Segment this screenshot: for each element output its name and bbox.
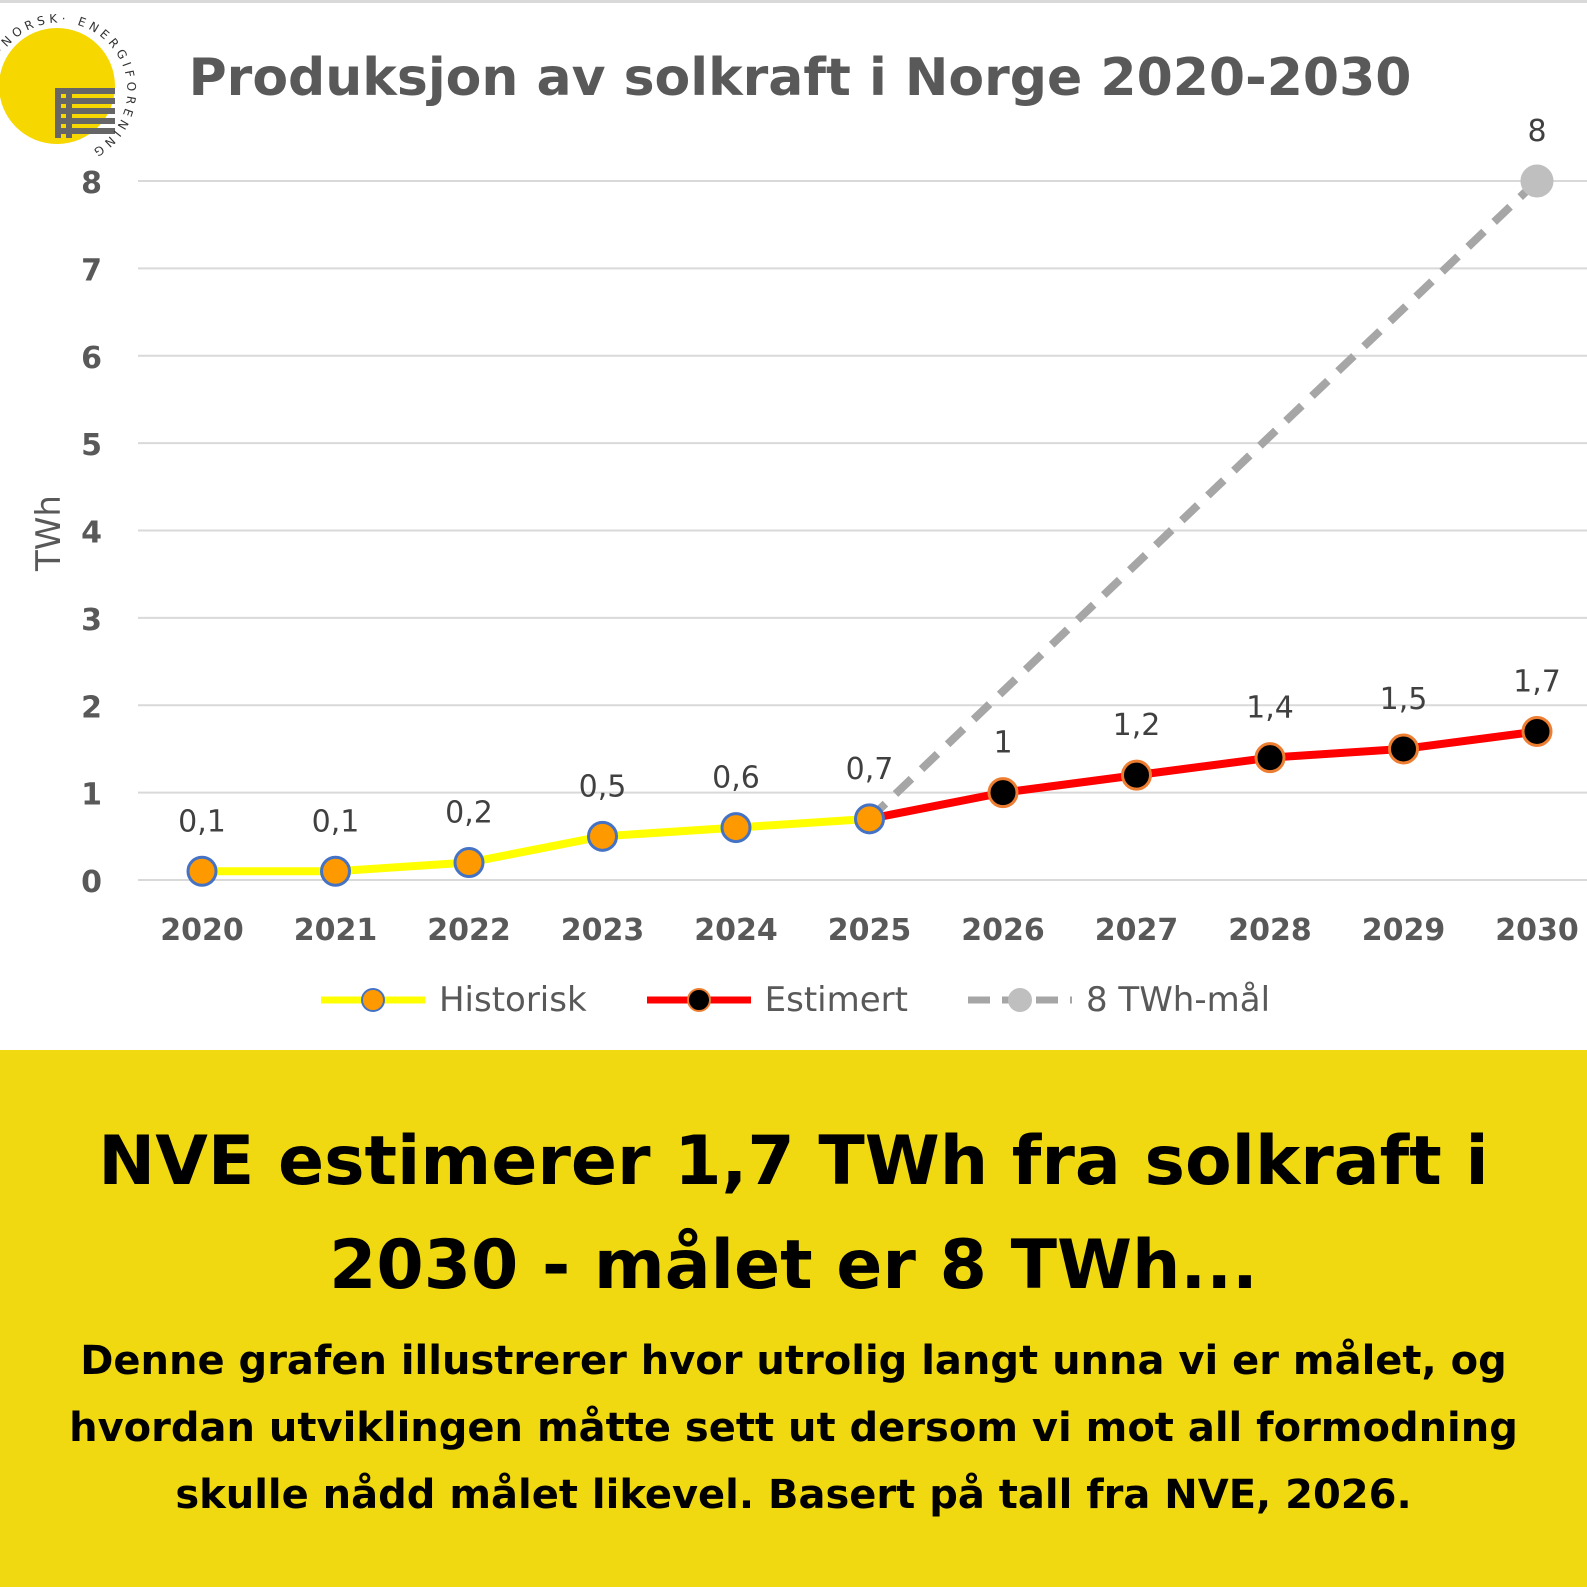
data-label: 8 [1527, 114, 1546, 149]
y-tick-label: 5 [81, 428, 102, 463]
y-tick-label: 8 [81, 166, 102, 201]
x-tick-label: 2021 [294, 913, 378, 948]
y-tick-label: 2 [81, 690, 102, 725]
data-point [587, 820, 618, 852]
y-tick-label: 4 [81, 516, 102, 551]
data-point [1121, 759, 1152, 791]
legend-swatch [646, 988, 751, 1012]
top-rule [0, 0, 1587, 3]
legend-item: Historisk [317, 980, 587, 1020]
y-tick-label: 1 [81, 778, 102, 813]
x-tick-label: 2027 [1095, 913, 1179, 948]
data-point [453, 847, 485, 879]
legend-marker [360, 988, 385, 1012]
info-banner: NVE estimerer 1,7 TWh fra solkraft i 203… [0, 1050, 1587, 1587]
gridlines [138, 180, 1587, 881]
series-lines [198, 178, 1541, 876]
y-tick-label: 7 [81, 253, 102, 288]
data-point [1520, 164, 1554, 198]
norsk-energiforening-logo: ·NORSK· ENERGIFORENING [0, 14, 135, 161]
legend-marker [686, 988, 711, 1012]
x-tick-label: 2022 [427, 913, 511, 948]
data-label: 0,1 [312, 804, 360, 839]
data-point [1521, 715, 1553, 747]
data-label: 0,1 [178, 804, 226, 839]
data-label: 0,7 [846, 752, 894, 787]
y-axis-label: TWh [29, 495, 69, 572]
data-point [1388, 733, 1419, 765]
data-point [320, 855, 351, 887]
y-tick-label: 3 [81, 603, 102, 638]
legend: Historisk Estimert 8 TWh-mål [0, 975, 1587, 1025]
series-line-0 [198, 814, 874, 876]
x-tick-label: 2028 [1228, 913, 1312, 948]
x-tick-label: 2025 [828, 913, 912, 948]
data-label: 1,2 [1113, 708, 1161, 743]
data-labels: 8 0,1 0,1 0,2 0,5 0,6 0,7 1 1,2 1,4 1,5 1,7 [178, 114, 1561, 839]
data-point [854, 803, 885, 835]
x-tick-label: 2024 [694, 913, 778, 948]
legend-swatch [320, 988, 425, 1012]
logo-sun-circle [0, 28, 115, 144]
y-tick-label: 6 [81, 341, 102, 376]
data-label: 1,7 [1513, 664, 1561, 699]
x-tick-label: 2020 [160, 913, 244, 948]
banner-body: Denne grafen illustrerer hvor utrolig la… [69, 1338, 1518, 1518]
series-markers [186, 164, 1554, 887]
data-label: 0,5 [579, 769, 627, 804]
data-label: 1 [993, 726, 1012, 761]
y-tick-labels: 0 1 2 3 4 5 6 7 8 [81, 166, 102, 900]
series-line-1 [865, 727, 1541, 823]
legend-swatch [967, 988, 1072, 1012]
data-point [186, 855, 218, 887]
legend-label: Estimert [764, 980, 908, 1020]
solar-production-chart: Produksjon av solkraft i Norge 2020-2030… [29, 48, 1587, 948]
logo-stripes [55, 88, 115, 138]
x-tick-labels: 2020 2021 2022 2023 2024 2025 2026 2027 2028 2029… [160, 913, 1579, 948]
data-point [1254, 742, 1286, 774]
series-line-2 [866, 178, 1540, 822]
data-point [720, 812, 752, 844]
banner-headline: NVE estimerer 1,7 TWh fra solkraft i 203… [98, 1122, 1489, 1305]
legend-label: 8 TWh-mål [1085, 980, 1271, 1020]
y-tick-label: 0 [81, 865, 102, 900]
legend-item: Estimert [643, 980, 908, 1020]
x-tick-label: 2023 [561, 913, 645, 948]
x-tick-label: 2030 [1495, 913, 1579, 948]
legend-label: Historisk [438, 980, 587, 1020]
data-label: 1,5 [1380, 682, 1428, 717]
x-tick-label: 2029 [1362, 913, 1446, 948]
data-label: 0,6 [712, 761, 760, 796]
x-tick-label: 2026 [961, 913, 1045, 948]
data-label: 1,4 [1246, 691, 1294, 726]
data-label: 0,2 [445, 796, 493, 831]
chart-title: Produksjon av solkraft i Norge 2020-2030 [189, 48, 1412, 108]
data-point [987, 777, 1019, 809]
legend-marker [1007, 988, 1032, 1012]
legend-item: 8 TWh-mål [964, 980, 1270, 1020]
